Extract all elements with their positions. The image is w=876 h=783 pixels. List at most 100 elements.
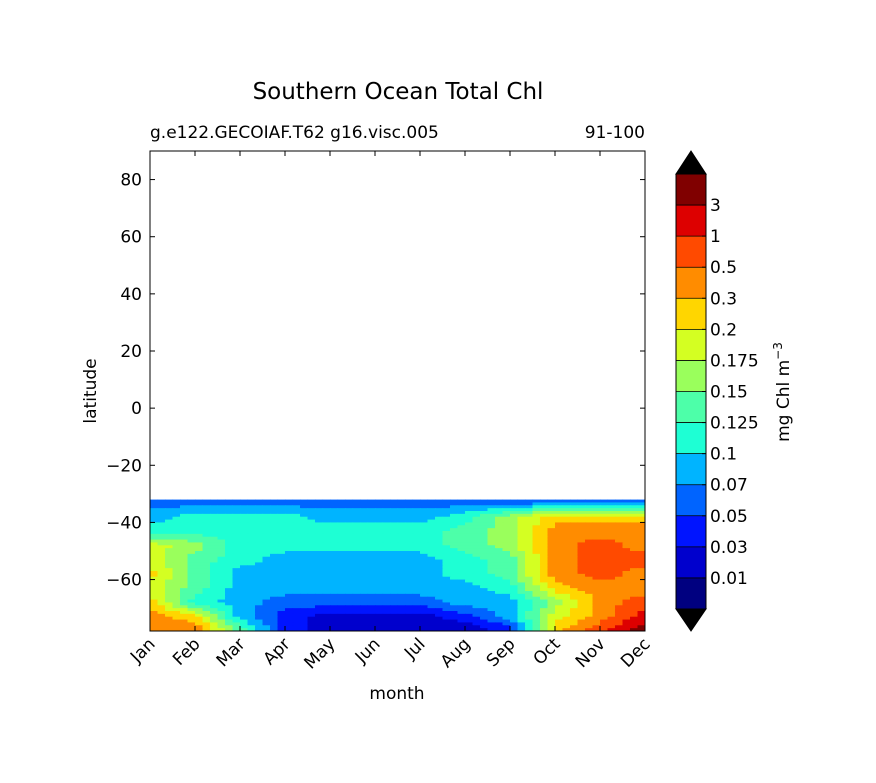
- field-cell: [217, 508, 226, 512]
- field-cell: [502, 502, 511, 506]
- field-cell: [360, 608, 369, 612]
- field-cell: [435, 611, 444, 615]
- field-cell: [285, 568, 294, 572]
- field-cell: [187, 571, 196, 575]
- field-cell: [247, 596, 256, 601]
- field-cell: [262, 593, 271, 598]
- field-cell: [397, 585, 406, 589]
- field-cell: [247, 502, 256, 506]
- field-cell: [367, 619, 376, 624]
- field-cell: [180, 513, 189, 518]
- field-cell: [150, 533, 159, 538]
- field-cell: [495, 576, 504, 581]
- field-cell: [487, 565, 496, 569]
- field-cell: [300, 533, 309, 538]
- field-cell: [442, 593, 451, 598]
- field-cell: [165, 519, 174, 524]
- field-cell: [307, 616, 316, 621]
- field-cell: [307, 568, 316, 572]
- field-cell: [622, 505, 631, 509]
- field-cell: [630, 611, 639, 615]
- field-cell: [502, 602, 511, 606]
- field-cell: [157, 505, 166, 509]
- field-cell: [232, 542, 241, 546]
- field-cell: [307, 579, 316, 584]
- field-cell: [397, 542, 406, 546]
- field-cell: [457, 519, 466, 524]
- field-cell: [457, 611, 466, 615]
- field-cell: [547, 628, 556, 631]
- field-cell: [495, 559, 504, 564]
- field-cell: [225, 562, 234, 566]
- field-cell: [442, 565, 451, 569]
- field-cell: [450, 628, 459, 631]
- field-cell: [360, 571, 369, 575]
- field-cell: [630, 531, 639, 535]
- field-cell: [202, 508, 211, 512]
- field-cell: [390, 539, 399, 544]
- field-cell: [540, 622, 549, 626]
- field-cell: [345, 599, 354, 604]
- field-cell: [375, 608, 384, 612]
- field-cell: [480, 553, 489, 558]
- field-cell: [180, 585, 189, 589]
- field-cell: [592, 545, 601, 549]
- field-cell: [150, 599, 159, 604]
- field-cell: [367, 625, 376, 629]
- field-cell: [547, 536, 556, 541]
- field-cell: [592, 502, 601, 506]
- x-tick-label: Sep: [483, 634, 520, 671]
- field-cell: [225, 579, 234, 584]
- field-cell: [345, 605, 354, 609]
- field-cell: [532, 568, 541, 572]
- x-axis-label: month: [369, 684, 424, 704]
- field-cell: [180, 556, 189, 561]
- field-cell: [532, 622, 541, 626]
- field-cell: [585, 585, 594, 589]
- field-cell: [457, 508, 466, 512]
- field-cell: [472, 585, 481, 589]
- field-cell: [427, 628, 436, 631]
- field-cell: [300, 562, 309, 566]
- field-cell: [615, 568, 624, 572]
- colorbar-tick-label: 0.3: [710, 289, 737, 309]
- field-cell: [202, 562, 211, 566]
- field-cell: [465, 613, 474, 618]
- field-cell: [510, 539, 519, 544]
- field-cell: [465, 519, 474, 524]
- field-cell: [532, 531, 541, 535]
- field-cell: [487, 608, 496, 612]
- field-cell: [187, 545, 196, 549]
- field-cell: [442, 608, 451, 612]
- field-cell: [262, 505, 271, 509]
- field-cell: [285, 531, 294, 535]
- field-cell: [247, 591, 256, 595]
- field-cell: [547, 505, 556, 509]
- field-cell: [157, 533, 166, 538]
- field-cell: [480, 548, 489, 552]
- field-cell: [562, 556, 571, 561]
- field-cell: [232, 625, 241, 629]
- field-cell: [562, 605, 571, 609]
- field-cell: [232, 619, 241, 624]
- field-cell: [277, 619, 286, 624]
- field-cell: [232, 508, 241, 512]
- field-cell: [352, 562, 361, 566]
- field-cell: [315, 508, 324, 512]
- field-cell: [555, 513, 564, 518]
- field-cell: [382, 616, 391, 621]
- field-cell: [517, 608, 526, 612]
- field-cell: [427, 622, 436, 626]
- field-cell: [330, 573, 339, 578]
- field-cell: [247, 539, 256, 544]
- field-cell: [165, 576, 174, 581]
- field-cell: [487, 596, 496, 601]
- field-cell: [442, 548, 451, 552]
- field-cell: [285, 533, 294, 538]
- field-cell: [495, 556, 504, 561]
- field-cell: [240, 628, 249, 631]
- field-cell: [397, 619, 406, 624]
- field-cell: [172, 571, 181, 575]
- field-cell: [465, 616, 474, 621]
- field-cell: [315, 519, 324, 524]
